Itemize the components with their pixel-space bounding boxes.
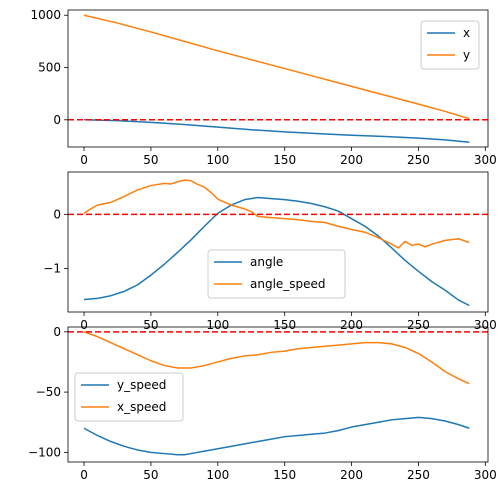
chart-panel-3: 0 50 100 150 200 250 300 −100 −50 0 y_speed x_speed xyxy=(28,325,497,482)
x-tick-label: 200 xyxy=(340,468,363,482)
series-line-angle xyxy=(83,196,470,307)
series-line-x xyxy=(84,119,470,144)
x-tick-label: 200 xyxy=(340,318,363,332)
chart-panel-2: 0 50 100 150 200 250 300 −1 0 angle angle_speed xyxy=(43,171,497,332)
legend: xy xyxy=(420,20,480,70)
legend-label-x: x xyxy=(463,26,470,40)
y-tick-label: 0 xyxy=(53,113,61,127)
series-line-y-speed xyxy=(83,416,470,456)
legend-box xyxy=(207,249,346,299)
legend-label-x-speed: x_speed xyxy=(117,400,166,414)
x-tick-label: 0 xyxy=(80,468,88,482)
x-tick-label: 100 xyxy=(206,468,229,482)
series-line-x-speed xyxy=(83,331,470,385)
x-tick-label: 0 xyxy=(80,318,88,332)
series-line-y xyxy=(83,14,470,120)
x-tick-label: 100 xyxy=(206,153,229,167)
x-tick-label: 250 xyxy=(407,468,430,482)
x-tick-label: 100 xyxy=(206,318,229,332)
y-tick-label: −1 xyxy=(43,262,61,276)
x-tick-label: 50 xyxy=(143,318,158,332)
y-tick-label: 1000 xyxy=(30,8,61,22)
legend-label-angle-speed: angle_speed xyxy=(250,277,326,291)
series-line-angle-speed xyxy=(83,179,470,249)
x-tick-label: 250 xyxy=(407,318,430,332)
x-tick-label: 150 xyxy=(273,153,296,167)
legend-box xyxy=(420,20,480,70)
y-tick-label: 0 xyxy=(53,207,61,221)
chart-panel-1: 0 50 100 150 200 250 300 0 500 1000 xy xyxy=(30,8,496,167)
legend-label-angle: angle xyxy=(250,255,283,269)
x-tick-label: 150 xyxy=(273,468,296,482)
y-tick-label: 500 xyxy=(38,61,61,75)
plot-frame xyxy=(67,171,489,313)
legend: angle angle_speed xyxy=(207,249,346,299)
x-tick-label: 300 xyxy=(474,468,497,482)
x-tick-label: 150 xyxy=(273,318,296,332)
plot-frame xyxy=(67,326,489,463)
y-tick-label: −50 xyxy=(36,385,61,399)
y-tick-label: 0 xyxy=(53,325,61,339)
x-tick-label: 300 xyxy=(474,318,497,332)
x-tick-label: 250 xyxy=(407,153,430,167)
x-tick-label: 0 xyxy=(80,153,88,167)
plot-frame xyxy=(67,9,489,148)
x-tick-label: 200 xyxy=(340,153,363,167)
x-tick-label: 50 xyxy=(143,153,158,167)
x-tick-label: 300 xyxy=(474,153,497,167)
y-tick-label: −100 xyxy=(28,445,61,459)
legend-label-y: y xyxy=(463,48,470,62)
legend-label-y-speed: y_speed xyxy=(117,378,166,392)
legend: y_speed x_speed xyxy=(74,372,184,422)
x-tick-label: 50 xyxy=(143,468,158,482)
